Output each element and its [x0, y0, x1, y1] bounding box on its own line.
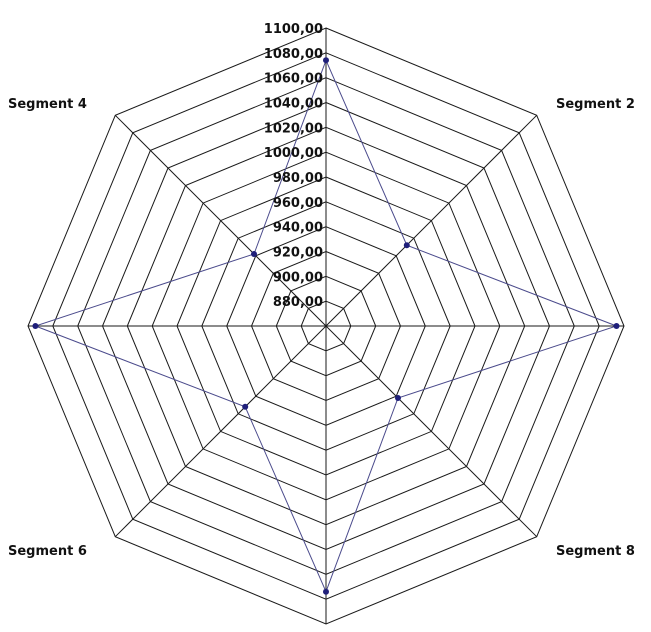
tick-label: 1020,00 [264, 121, 323, 136]
segment-label-2: Segment 2 [556, 97, 635, 112]
spoke-2 [325, 114, 538, 327]
segment-label-8: Segment 8 [556, 544, 635, 559]
data-point-8 [251, 251, 257, 257]
tick-label: 960,00 [273, 196, 323, 211]
segment-labels: Segment 4 Segment 2 Segment 6 Segment 8 [8, 97, 635, 559]
spoke-8 [114, 114, 327, 327]
tick-label: 1000,00 [264, 146, 323, 161]
radar-spokes [28, 28, 624, 624]
tick-label: 940,00 [273, 221, 323, 236]
data-point-2 [403, 242, 410, 249]
data-point-7 [32, 323, 39, 329]
spoke-4 [325, 325, 538, 538]
data-point-3 [613, 323, 620, 329]
data-point-6 [242, 403, 249, 410]
tick-label: 880,00 [273, 295, 323, 310]
radial-tick-labels: 880,00 900,00 920,00 940,00 960,00 980,00 1000… [264, 22, 323, 310]
tick-label: 1060,00 [264, 72, 323, 87]
data-point-4 [395, 395, 401, 401]
spoke-6 [114, 325, 327, 538]
tick-label: 1100,00 [264, 22, 323, 37]
data-point-1 [323, 57, 329, 64]
segment-label-4: Segment 4 [8, 97, 87, 112]
tick-label: 1040,00 [264, 97, 323, 112]
tick-label: 1080,00 [264, 47, 323, 62]
tick-label: 980,00 [273, 171, 323, 186]
data-point-5 [323, 588, 329, 595]
radar-series [32, 57, 620, 595]
tick-label: 920,00 [273, 246, 323, 261]
tick-label: 900,00 [273, 270, 323, 285]
segment-label-6: Segment 6 [8, 544, 87, 559]
